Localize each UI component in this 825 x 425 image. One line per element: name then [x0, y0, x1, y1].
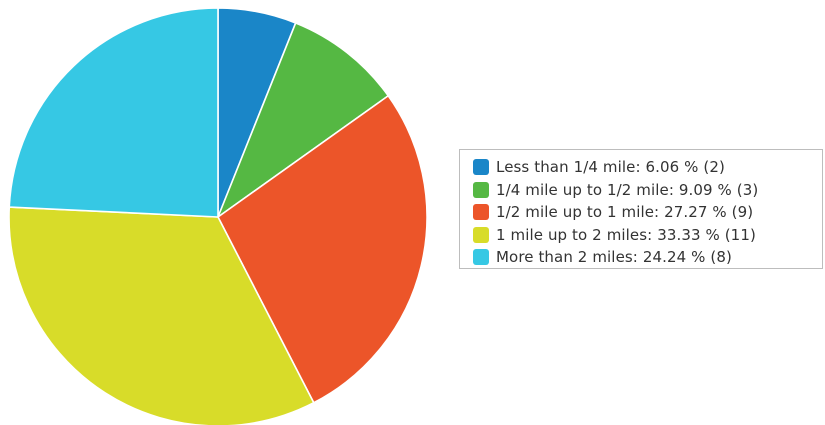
legend: Less than 1/4 mile: 6.06 % (2) 1/4 mile u…	[459, 149, 823, 269]
legend-item-1-2-mile-up-to-1-mile: 1/2 mile up to 1 mile: 27.27 % (9)	[473, 201, 822, 224]
legend-item-more-than-2-miles: More than 2 miles: 24.24 % (8)	[473, 246, 822, 269]
legend-label: More than 2 miles: 24.24 % (8)	[496, 248, 732, 267]
legend-swatch	[473, 181, 489, 198]
legend-swatch	[473, 159, 489, 176]
legend-label: 1/4 mile up to 1/2 mile: 9.09 % (3)	[496, 180, 759, 199]
legend-label: 1 mile up to 2 miles: 33.33 % (11)	[496, 225, 756, 244]
legend-swatch	[473, 226, 489, 243]
pie-slice-1-mile-up-to-2-miles	[8, 206, 315, 425]
legend-item-less-than-1-4-mile: Less than 1/4 mile: 6.06 % (2)	[473, 156, 822, 179]
legend-swatch	[473, 204, 489, 221]
legend-item-1-mile-up-to-2-miles: 1 mile up to 2 miles: 33.33 % (11)	[473, 224, 822, 247]
pie-slice-1-2-mile-up-to-1-mile	[217, 94, 428, 404]
legend-item-1-4-mile-up-to-1-2-mile: 1/4 mile up to 1/2 mile: 9.09 % (3)	[473, 179, 822, 202]
legend-swatch	[473, 249, 489, 266]
legend-label: 1/2 mile up to 1 mile: 27.27 % (9)	[496, 203, 754, 222]
legend-label: Less than 1/4 mile: 6.06 % (2)	[496, 158, 725, 177]
pie-slice-more-than-2-miles	[8, 7, 219, 218]
pie-slice-1-4-mile-up-to-1-2-mile	[217, 22, 390, 218]
